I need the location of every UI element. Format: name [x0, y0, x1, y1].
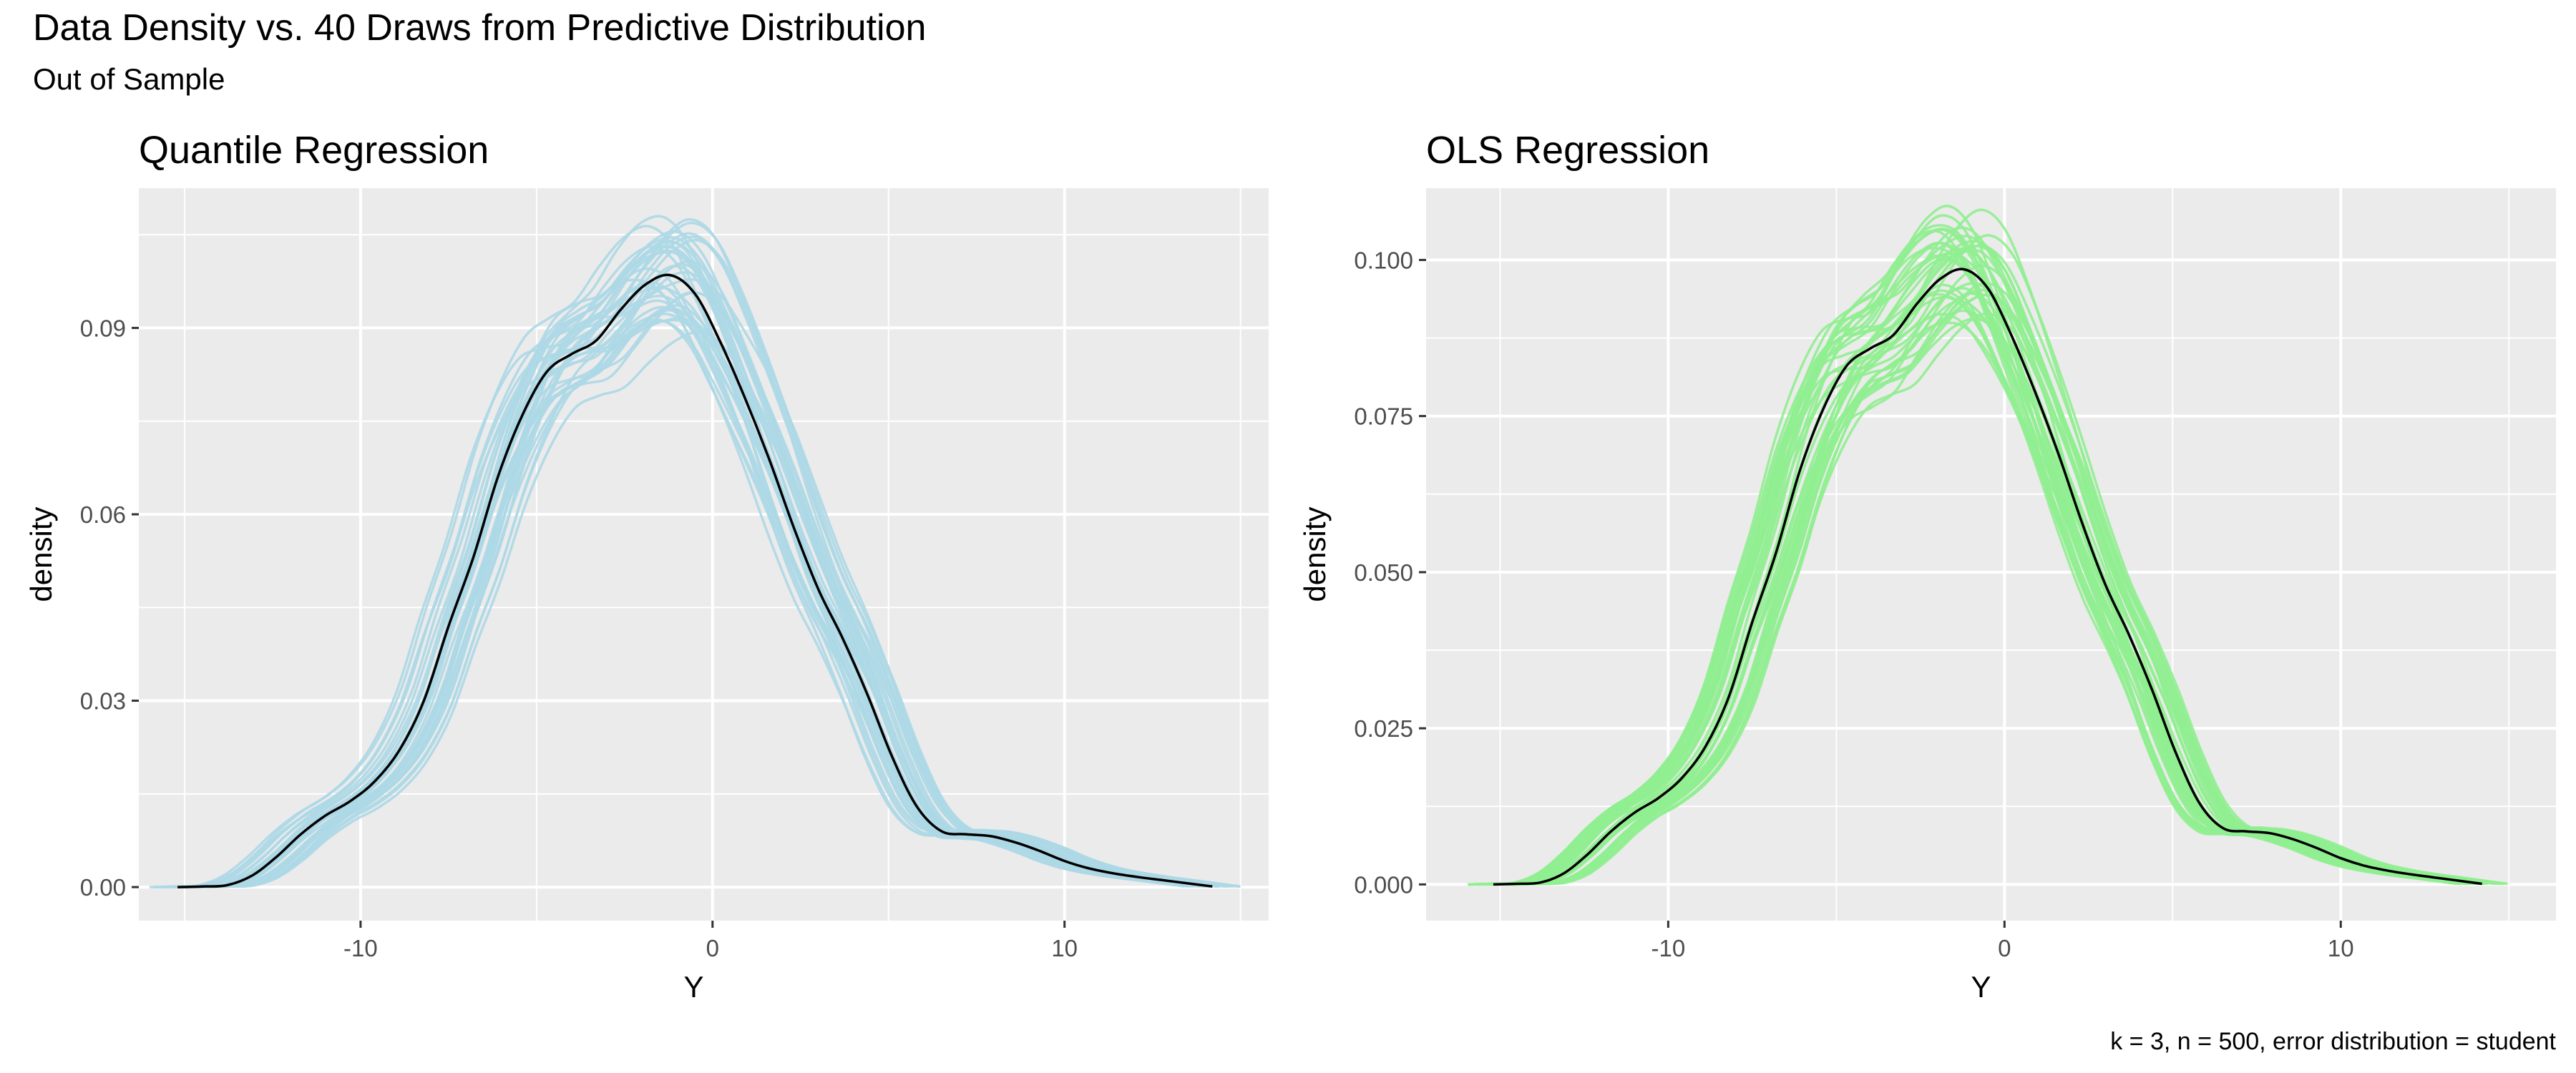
x-axis-label: Y: [1971, 970, 1991, 1004]
figure-title: Data Density vs. 40 Draws from Predictiv…: [33, 7, 927, 49]
y-tick-label: 0.06: [80, 501, 126, 528]
y-tick-label: 0.075: [1354, 403, 1413, 430]
panel-background: [1426, 188, 2556, 921]
y-tick-label: 0.050: [1354, 559, 1413, 586]
predictive-draw-line: [1476, 228, 2466, 886]
predictive-draw-line: [164, 278, 1199, 888]
y-tick-label: 0.00: [80, 874, 126, 901]
figure-caption: k = 3, n = 500, error distribution = stu…: [2110, 1028, 2556, 1055]
predictive-draw-line: [1472, 289, 2462, 886]
y-tick-label: 0.000: [1354, 871, 1413, 898]
x-tick-label: -10: [343, 935, 378, 961]
quantile-regression-panel: -10 0 10 0.00 0.03 0.06 0.09 Quantile Regressio…: [24, 129, 1269, 1004]
x-axis-label: Y: [683, 970, 703, 1004]
data-density-line: [177, 273, 1213, 888]
x-tick-label: 0: [706, 935, 719, 961]
y-tick-label: 0.100: [1354, 247, 1413, 273]
panel-title: OLS Regression: [1426, 129, 1709, 172]
x-tick-label: 10: [2328, 935, 2354, 961]
x-tick-label: 10: [1051, 935, 1078, 961]
panel-title: Quantile Regression: [139, 129, 489, 172]
y-axis-label: density: [24, 506, 58, 602]
y-tick-label: 0.03: [80, 688, 126, 715]
y-tick-label: 0.025: [1354, 715, 1413, 742]
predictive-draw-line: [1468, 313, 2458, 886]
ols-regression-panel: -10 0 10 0.000 0.025 0.050 0.075 0.100 OLS Regre…: [1298, 129, 2556, 1004]
x-tick-label: -10: [1652, 935, 1686, 961]
figure-subtitle: Out of Sample: [33, 62, 225, 96]
data-density-line: [1493, 268, 2482, 886]
predictive-draw-line: [157, 281, 1192, 888]
y-tick-label: 0.09: [80, 315, 126, 341]
predictive-draw-line: [1518, 293, 2508, 886]
y-axis-label: density: [1298, 506, 1332, 602]
x-tick-label: 0: [1998, 935, 2011, 961]
